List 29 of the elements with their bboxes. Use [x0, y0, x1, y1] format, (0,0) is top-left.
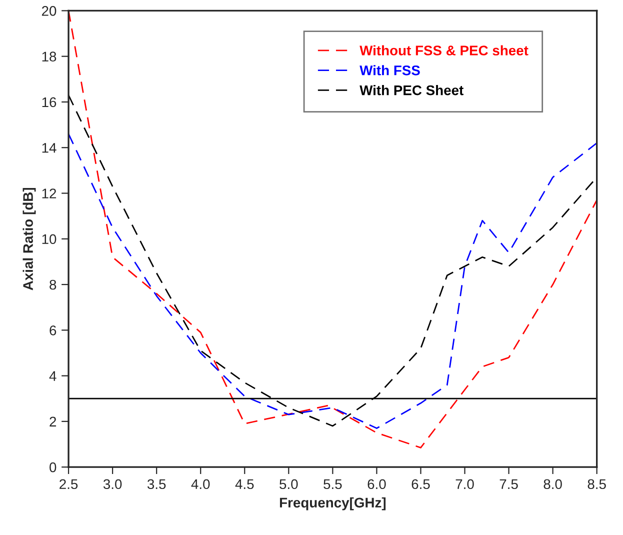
- y-tick-label: 0: [50, 462, 56, 472]
- y-axis-title: Axial Ratio [dB]: [22, 188, 36, 290]
- y-tick-label: 18: [42, 52, 56, 62]
- x-tick-label: 5.0: [280, 479, 298, 490]
- legend-label: Without FSS & PEC sheet: [360, 45, 528, 56]
- x-tick-label: 6.0: [368, 479, 386, 490]
- y-tick-label: 8: [50, 280, 56, 290]
- y-tick-label: 4: [49, 371, 56, 381]
- y-tick-label: 12: [42, 188, 56, 198]
- x-tick-label: 4.5: [235, 479, 254, 490]
- y-tick-label: 20: [42, 6, 56, 16]
- y-tick-label: 6: [50, 325, 56, 336]
- x-tick-label: 4.0: [191, 479, 210, 490]
- x-tick-label: 6.5: [412, 479, 430, 490]
- y-tick-label: 16: [42, 97, 56, 108]
- y-tick-label: 14: [42, 143, 56, 153]
- x-tick-label: 7.0: [456, 479, 474, 490]
- x-tick-label: 5.5: [324, 479, 342, 490]
- x-tick-label: 3.0: [103, 479, 122, 490]
- x-tick-label: 8.5: [588, 479, 606, 490]
- y-tick-label: 10: [42, 234, 56, 244]
- y-tick-label: 2: [50, 416, 56, 426]
- x-tick-label: 7.5: [500, 479, 518, 490]
- legend-label: With PEC Sheet: [360, 85, 464, 96]
- x-tick-label: 3.5: [147, 479, 166, 490]
- legend-label: With FSS: [360, 65, 420, 76]
- x-tick-label: 8.0: [544, 479, 562, 490]
- x-axis-title: Frequency[GHz]: [280, 497, 386, 510]
- x-tick-label: 2.5: [60, 479, 78, 490]
